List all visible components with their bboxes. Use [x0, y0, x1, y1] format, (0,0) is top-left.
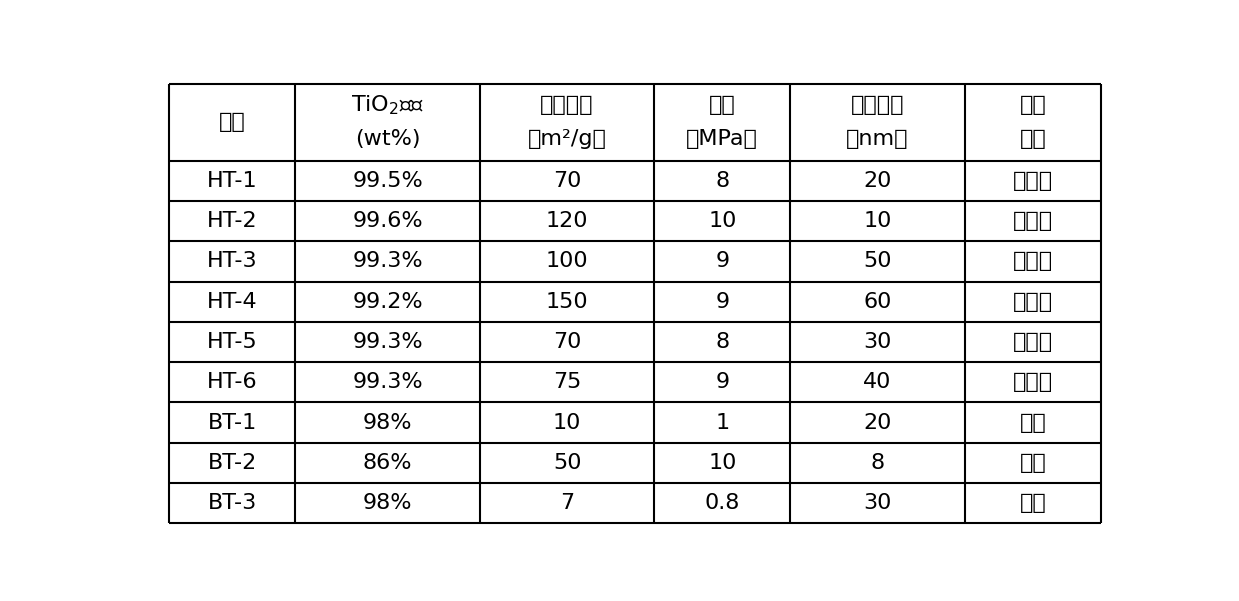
Text: 99.6%: 99.6%	[352, 211, 422, 231]
Text: 40: 40	[864, 372, 892, 392]
Text: 30: 30	[864, 493, 892, 513]
Text: 1: 1	[715, 412, 730, 433]
Text: 100: 100	[545, 251, 589, 272]
Text: （MPa）: （MPa）	[686, 129, 758, 149]
Text: 样品: 样品	[219, 112, 245, 132]
Text: 60: 60	[864, 291, 892, 312]
Text: HT-6: HT-6	[207, 372, 258, 392]
Text: (wt%): (wt%)	[354, 129, 420, 149]
Text: 99.5%: 99.5%	[352, 171, 422, 191]
Text: 比表面积: 比表面积	[540, 95, 593, 115]
Text: 8: 8	[871, 453, 885, 473]
Text: 150: 150	[545, 291, 589, 312]
Text: 强度: 强度	[709, 95, 736, 115]
Text: HT-2: HT-2	[207, 211, 258, 231]
Text: 不掉粉: 不掉粉	[1012, 372, 1053, 392]
Text: 7: 7	[560, 493, 574, 513]
Text: TiO$_2$含量: TiO$_2$含量	[352, 93, 424, 117]
Text: HT-4: HT-4	[207, 291, 258, 312]
Text: BT-2: BT-2	[208, 453, 256, 473]
Text: HT-5: HT-5	[207, 332, 258, 352]
Text: 不掉粉: 不掉粉	[1012, 291, 1053, 312]
Text: 50: 50	[864, 251, 892, 272]
Text: 30: 30	[864, 332, 892, 352]
Text: HT-3: HT-3	[207, 251, 258, 272]
Text: 75: 75	[553, 372, 581, 392]
Text: HT-1: HT-1	[207, 171, 258, 191]
Text: 10: 10	[553, 412, 581, 433]
Text: 20: 20	[864, 412, 892, 433]
Text: 70: 70	[553, 171, 581, 191]
Text: 9: 9	[715, 291, 730, 312]
Text: BT-1: BT-1	[208, 412, 256, 433]
Text: 8: 8	[715, 171, 730, 191]
Text: 10: 10	[864, 211, 892, 231]
Text: 不掉粉: 不掉粉	[1012, 251, 1053, 272]
Text: 98%: 98%	[363, 493, 413, 513]
Text: 99.3%: 99.3%	[352, 372, 422, 392]
Text: （m²/g）: （m²/g）	[528, 129, 607, 149]
Text: 10: 10	[709, 453, 736, 473]
Text: 120: 120	[546, 211, 589, 231]
Text: 70: 70	[553, 332, 581, 352]
Text: 50: 50	[553, 453, 581, 473]
Text: 8: 8	[715, 332, 730, 352]
Text: 掉粉: 掉粉	[1020, 493, 1046, 513]
Text: 掉粉: 掉粉	[1020, 453, 1046, 473]
Text: 20: 20	[864, 171, 892, 191]
Text: 0.8: 0.8	[705, 493, 740, 513]
Text: 86%: 86%	[363, 453, 413, 473]
Text: 不掉粉: 不掉粉	[1012, 171, 1053, 191]
Text: 掉粉: 掉粉	[1020, 412, 1046, 433]
Text: 10: 10	[709, 211, 736, 231]
Text: 98%: 98%	[363, 412, 413, 433]
Text: （nm）: （nm）	[846, 129, 908, 149]
Text: 9: 9	[715, 372, 730, 392]
Text: 不掉粉: 不掉粉	[1012, 211, 1053, 231]
Text: 不掉粉: 不掉粉	[1012, 332, 1053, 352]
Text: 99.3%: 99.3%	[352, 332, 422, 352]
Text: BT-3: BT-3	[208, 493, 256, 513]
Text: 99.2%: 99.2%	[352, 291, 422, 312]
Text: 平均孔径: 平均孔径	[851, 95, 904, 115]
Text: 触摸: 触摸	[1020, 95, 1046, 115]
Text: 99.3%: 99.3%	[352, 251, 422, 272]
Text: 9: 9	[715, 251, 730, 272]
Text: 感观: 感观	[1020, 129, 1046, 149]
